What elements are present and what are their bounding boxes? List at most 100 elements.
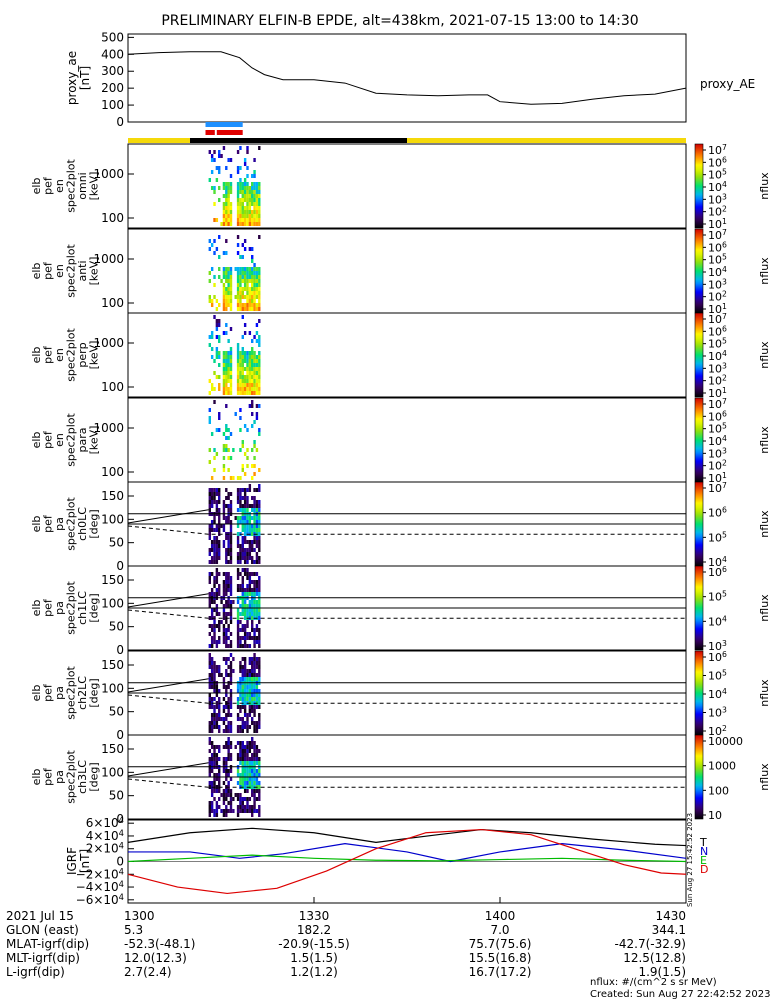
panel-ch1LC-cell: [210, 592, 214, 596]
panel-ch1LC-cell: [241, 580, 244, 584]
panel-ch2LC-cell: [243, 677, 247, 681]
panel-ch0LC-cell: [225, 520, 228, 524]
panel-omni-cell: [246, 182, 249, 186]
panel-ch2LC-cell: [241, 721, 244, 725]
panel-ch2LC-cell: [241, 705, 244, 709]
panel-ch1LC-ylabel: pef: [42, 598, 55, 617]
panel-para-ylabel: para: [76, 428, 89, 453]
panel-ch3LC-cbar-tick-label: 10: [708, 809, 722, 822]
panel-omni-cell: [222, 218, 226, 222]
panel-ch1LC-cell: [236, 608, 240, 612]
panel-ch2LC-cell: [225, 693, 228, 697]
panel-para-cell: [241, 444, 244, 448]
panel-anti-cell: [222, 299, 226, 303]
panel-anti-cell: [225, 299, 228, 303]
panel-anti-cell: [218, 267, 221, 271]
panel-ch2LC-cell: [243, 725, 247, 729]
panel-ch1LC-cell: [241, 584, 244, 588]
panel-perp-cell: [227, 363, 230, 367]
panel-ch0LC-cell: [241, 548, 244, 552]
panel-anti-cell: [258, 283, 261, 287]
panel-ch3LC-cell: [236, 757, 240, 761]
panel-omni-ylabel: omni: [76, 172, 89, 199]
panel-ch2LC-cell: [258, 701, 261, 705]
panel-ch2LC-cell: [251, 669, 254, 673]
panel-ch0LC-cell: [222, 516, 226, 520]
panel-ch1LC-cell: [253, 580, 256, 584]
panel-anti-cell: [239, 271, 242, 275]
panel-ch0LC-cell: [229, 492, 233, 496]
panel-perp-cell: [225, 375, 228, 379]
panel-ch0LC-cell: [222, 504, 226, 508]
panel-ch1LC-cell: [246, 588, 249, 592]
panel-ch3LC-cell: [246, 757, 249, 761]
panel-anti-cell: [234, 267, 237, 271]
panel-anti-cell: [222, 287, 226, 291]
panel-perp-cell: [210, 347, 214, 351]
panel-ch0LC-cell: [213, 496, 216, 500]
panel-perp-cell: [222, 367, 226, 371]
panel-ch3LC-ytick-label: 0: [116, 812, 124, 826]
panel-ch2LC-cell: [208, 677, 211, 681]
panel-perp-cell: [251, 383, 254, 387]
panel-ch0LC-cell: [239, 492, 242, 496]
panel-ch0LC-cell: [258, 488, 261, 492]
panel-omni-cell: [255, 202, 259, 206]
panel-omni-cell: [253, 158, 256, 162]
panel-ch0LC-cell: [258, 504, 261, 508]
panel-ch0LC-cell: [243, 504, 247, 508]
panel-ch0LC-cell: [213, 516, 216, 520]
ytick-label-proxy-ae: 500: [101, 30, 124, 44]
panel-perp-cell: [215, 375, 219, 379]
panel-anti-cell: [255, 279, 259, 283]
panel-ch1LC-cell: [210, 628, 214, 632]
panel-ch2LC-ytick-label: 100: [101, 681, 124, 695]
panel-omni-cell: [225, 202, 228, 206]
panel-omni-cell: [236, 222, 240, 226]
panel-para-cell: [239, 428, 242, 432]
panel-perp-cell: [243, 379, 247, 383]
xaxis-row-value: 12.0(12.3): [124, 951, 187, 965]
panel-ch1LC-cell: [225, 584, 228, 588]
panel-para-cell: [225, 436, 228, 440]
panel-anti-cell: [225, 287, 228, 291]
panel-perp-cell: [227, 379, 230, 383]
panel-ch2LC-cell: [255, 685, 259, 689]
xaxis-row-value: 344.1: [652, 923, 686, 937]
panel-ch2LC-cell: [243, 669, 247, 673]
panel-anti-cell: [258, 271, 261, 275]
panel-ch2LC-cell: [222, 657, 226, 661]
panel-ch0LC-cell: [243, 532, 247, 536]
panel-anti-cell: [239, 275, 242, 279]
panel-omni-cell: [253, 202, 256, 206]
panel-ch0LC-cbar-tick-label: 107: [708, 481, 727, 495]
panel-omni-cell: [225, 210, 228, 214]
panel-anti-cell: [243, 287, 247, 291]
panel-ch2LC-cell: [258, 705, 261, 709]
panel-ch3LC-cell: [215, 813, 219, 817]
panel-ch1LC-cell: [218, 628, 221, 632]
panel-perp-cell: [236, 343, 240, 347]
panel-ch3LC-cell: [213, 777, 216, 781]
panel-ch2LC-cbar-tick-label: 102: [708, 724, 727, 738]
panel-ch1LC-cell: [246, 576, 249, 580]
panel-perp-cell: [227, 391, 230, 395]
panel-ch3LC-cell: [208, 781, 211, 785]
panel-ch0LC-cell: [236, 496, 240, 500]
panel-perp-cell: [222, 359, 226, 363]
panel-anti-ylabel: spec2plot: [65, 244, 78, 298]
panel-ch2LC-cell: [246, 721, 249, 725]
panel-perp-cell: [251, 367, 254, 371]
panel-perp-cell: [241, 371, 244, 375]
panel-ch0LC-cell: [227, 536, 230, 540]
panel-ch2LC-cell: [251, 673, 254, 677]
panel-perp-cell: [251, 339, 254, 343]
panel-ch1LC-cell: [248, 580, 252, 584]
panel-ch1LC-cell: [253, 592, 256, 596]
panel-ch0LC-cell: [225, 552, 228, 556]
panel-ch0LC-cell: [210, 520, 214, 524]
panel-ch1LC-cell: [213, 580, 216, 584]
panel-ch1LC-cell: [258, 608, 261, 612]
panel-ch2LC-ylabel: pa: [53, 686, 66, 700]
panel-ch2LC-cell: [248, 697, 252, 701]
